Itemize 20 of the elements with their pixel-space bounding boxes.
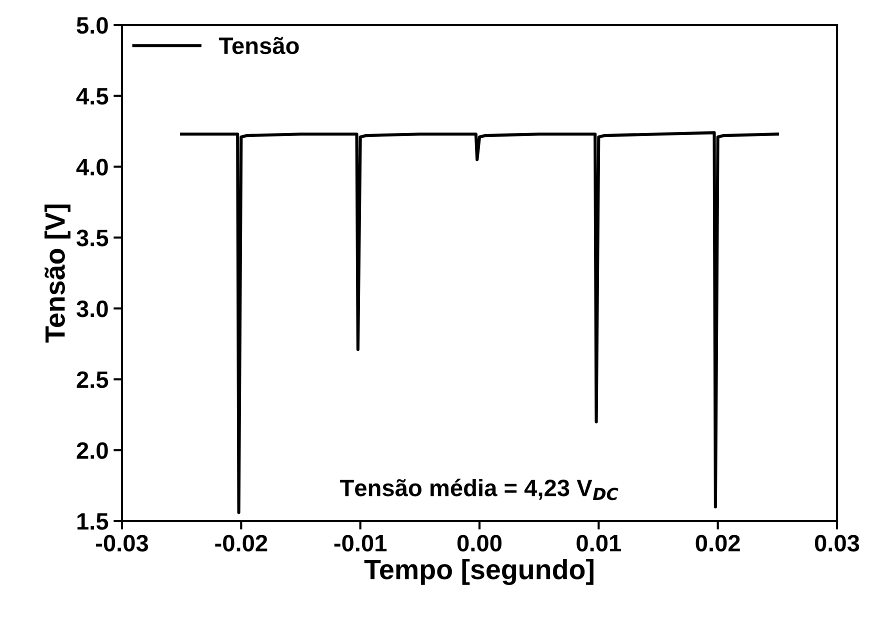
x-tick-label: 0.03: [814, 534, 860, 552]
y-tick-label: 2.5: [76, 371, 108, 388]
y-tick-label: 3.5: [76, 230, 108, 246]
y-tick-label: 4.5: [76, 88, 108, 105]
y-axis-title: Tensão [V]: [44, 204, 70, 343]
y-tick-label: 4.0: [76, 158, 108, 176]
annotation: Tensão média = 4,23 V$_{DC}$: [340, 478, 618, 500]
x-tick-label: -0.02: [215, 534, 268, 552]
x-tick-label: 0.00: [457, 534, 502, 552]
y-tick-label: 5.0: [76, 17, 108, 34]
x-tick-label: 0.02: [696, 534, 740, 552]
x-axis-title: Tempo [segundo]: [364, 558, 594, 585]
x-tick-label: 0.01: [576, 534, 621, 552]
x-tick-label: -0.01: [334, 534, 387, 552]
legend-label: Tensão: [219, 36, 299, 54]
x-tick-label: -0.03: [96, 534, 148, 552]
line-series: [180, 131, 779, 514]
y-tick-label: 1.5: [77, 513, 108, 530]
y-tick-label: 2.0: [76, 442, 108, 459]
y-tick-label: 3.0: [76, 300, 108, 318]
